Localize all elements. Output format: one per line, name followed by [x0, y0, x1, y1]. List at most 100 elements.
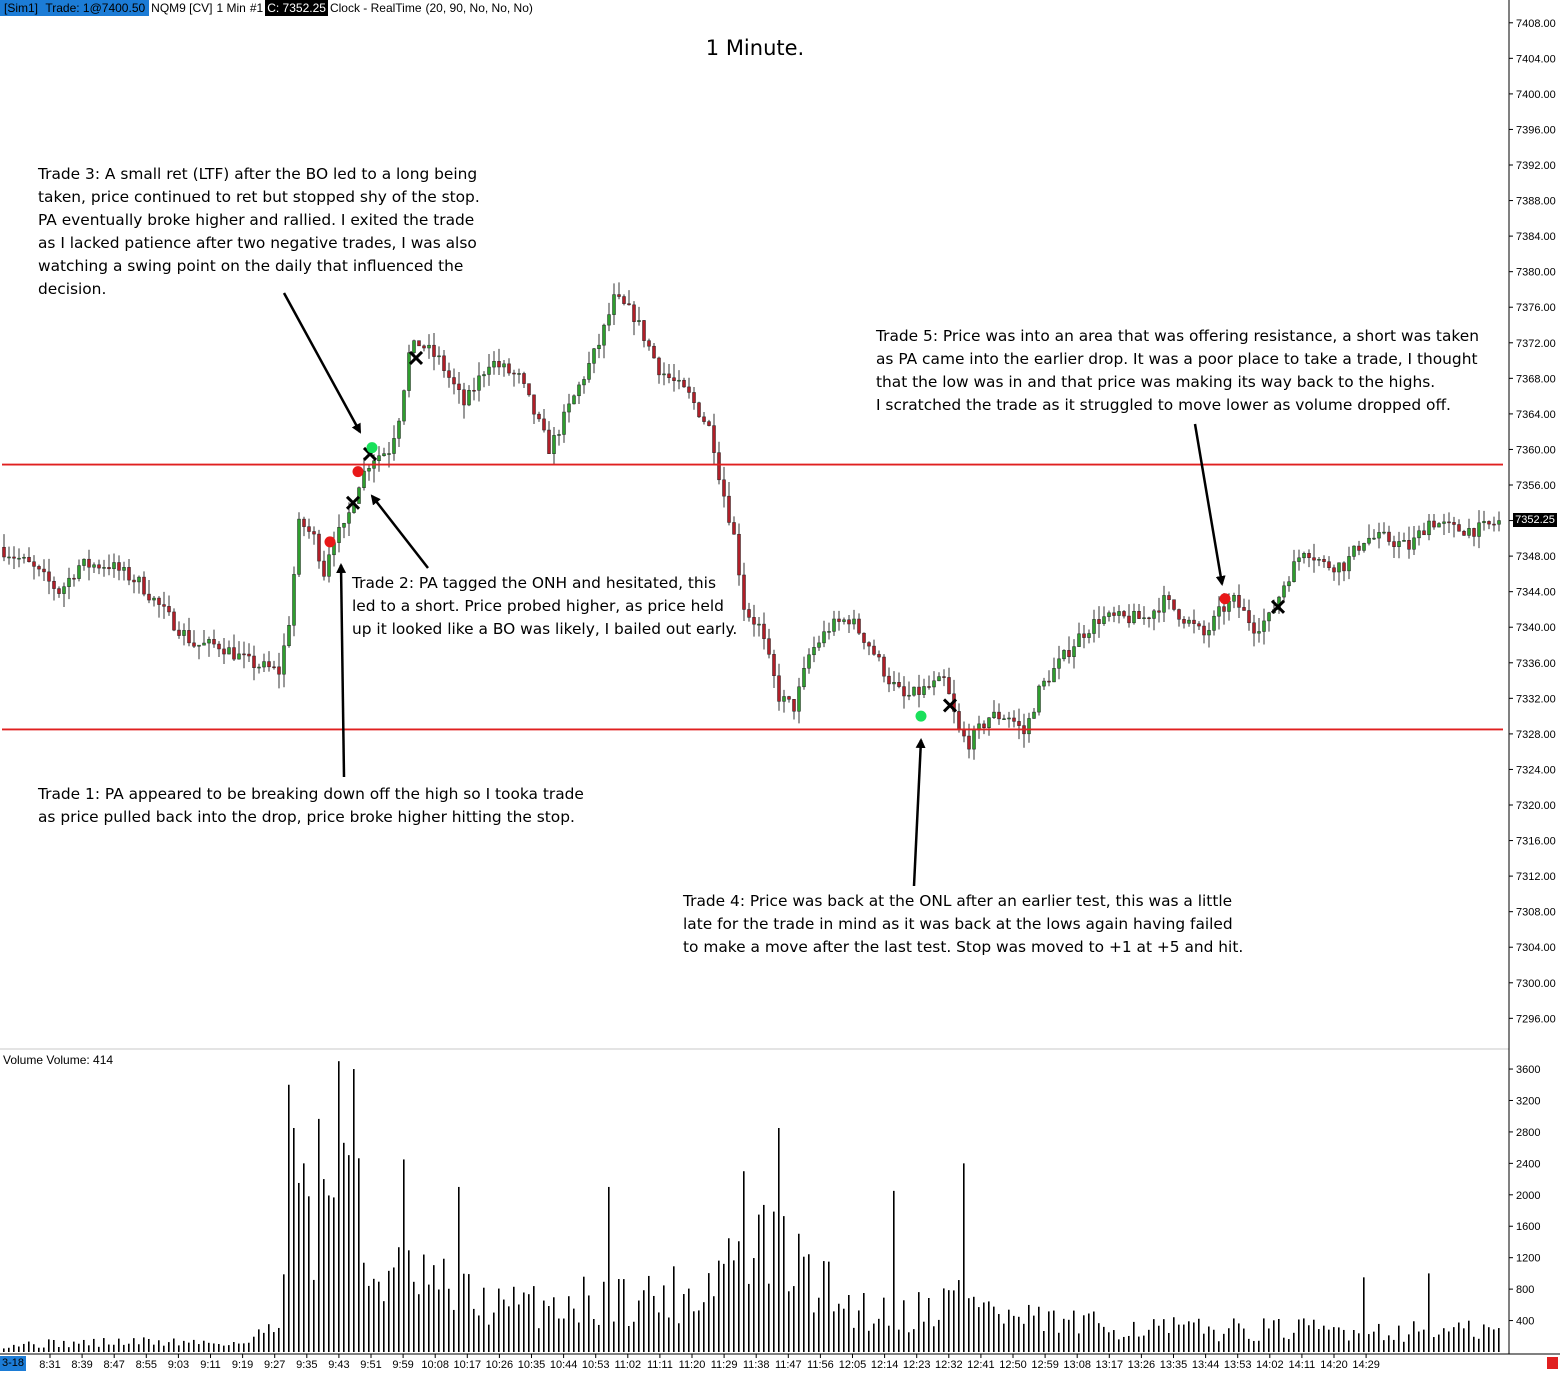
volume-bar — [18, 1346, 20, 1352]
candle — [272, 660, 276, 670]
candle — [742, 562, 746, 622]
volume-bar — [388, 1270, 390, 1352]
candle — [2, 534, 6, 562]
candle — [442, 350, 446, 378]
volume-bar — [213, 1343, 215, 1352]
volume-bar — [408, 1250, 410, 1352]
volume-bar — [1008, 1309, 1010, 1352]
volume-bar — [483, 1287, 485, 1352]
trade-markers — [324, 350, 1286, 722]
candle — [257, 663, 261, 674]
volume-bar — [428, 1284, 430, 1352]
candle — [957, 703, 961, 733]
volume-bar — [318, 1118, 320, 1352]
volume-bar — [613, 1321, 615, 1352]
candle — [52, 576, 56, 601]
candle — [1082, 625, 1086, 649]
volume-bar — [1438, 1334, 1440, 1352]
time-tick-label: 12:50 — [999, 1359, 1027, 1371]
volume-bar — [913, 1329, 915, 1352]
candle — [1377, 522, 1381, 549]
volume-bar — [643, 1290, 645, 1352]
candle — [167, 595, 171, 616]
note-line: Trade 1: PA appeared to be breaking down… — [38, 785, 584, 803]
candle — [1107, 610, 1111, 622]
note-line: to make a move after the last test. Stop… — [683, 938, 1244, 956]
candle — [532, 394, 536, 425]
volume-bar — [1068, 1319, 1070, 1352]
volume-bar — [778, 1127, 780, 1352]
index-label: #1 — [249, 1, 264, 15]
volume-bar — [823, 1261, 825, 1352]
note-line: I scratched the trade as it struggled to… — [876, 396, 1451, 414]
candle — [92, 562, 96, 573]
volume-bar — [678, 1323, 680, 1352]
price-tick-label: 7376.00 — [1516, 302, 1556, 314]
candle — [597, 333, 601, 359]
volume-bar — [23, 1343, 25, 1352]
candle — [1097, 606, 1101, 638]
candle — [447, 362, 451, 388]
volume-bar — [323, 1179, 325, 1352]
time-tick-label: 13:53 — [1224, 1359, 1252, 1371]
volume-bar — [1328, 1329, 1330, 1352]
volume-bar — [193, 1339, 195, 1352]
price-tick-label: 7300.00 — [1516, 978, 1556, 990]
candle — [152, 596, 156, 607]
volume-bar — [248, 1342, 250, 1352]
candle — [182, 623, 186, 646]
candle — [1287, 576, 1291, 592]
volume-bar — [68, 1347, 70, 1352]
time-tick-label: 12:59 — [1031, 1359, 1059, 1371]
candle — [337, 514, 341, 553]
volume-bar — [118, 1338, 120, 1352]
time-tick-label: 11:56 — [807, 1359, 834, 1371]
note-line: taken, price continued to ret but stoppe… — [38, 188, 480, 206]
candle — [1032, 708, 1036, 719]
price-tick-label: 7328.00 — [1516, 729, 1556, 741]
note-line: late for the trade in mind as it was bac… — [683, 915, 1233, 933]
candle — [197, 644, 201, 660]
candle — [292, 566, 296, 637]
volume-bar — [788, 1291, 790, 1352]
time-tick-label: 9:11 — [200, 1359, 221, 1371]
candle — [72, 574, 76, 587]
candle — [242, 641, 246, 669]
volume-bar — [968, 1298, 970, 1352]
candle — [302, 516, 306, 537]
volume-bar — [633, 1321, 635, 1352]
volume-bar — [523, 1292, 525, 1352]
arrow-trade-3 — [282, 292, 362, 434]
candle — [317, 529, 321, 569]
candle — [497, 348, 501, 376]
volume-bar — [183, 1340, 185, 1352]
candle — [812, 636, 816, 663]
volume-bar — [1123, 1336, 1125, 1352]
candle — [1092, 609, 1096, 643]
volume-bar — [453, 1309, 455, 1352]
candle — [707, 419, 711, 427]
candle — [397, 418, 401, 447]
candle — [992, 700, 996, 719]
time-tick-label: 10:53 — [582, 1359, 610, 1371]
candle — [1457, 519, 1461, 532]
candle — [702, 411, 706, 425]
volume-bar — [1168, 1332, 1170, 1352]
time-tick-label: 10:26 — [486, 1359, 514, 1371]
candle — [62, 582, 66, 607]
volume-bar — [168, 1342, 170, 1352]
volume-bar — [1433, 1337, 1435, 1352]
candle — [157, 596, 161, 618]
candle — [1292, 549, 1296, 583]
volume-bar — [683, 1294, 685, 1352]
candle — [1047, 670, 1051, 687]
candle — [17, 548, 21, 568]
volume-bar — [358, 1158, 360, 1352]
volume-bar — [1363, 1277, 1365, 1352]
price-tick-label: 7344.00 — [1516, 587, 1556, 599]
volume-bar — [1393, 1339, 1395, 1352]
price-tick-label: 7332.00 — [1516, 693, 1556, 705]
trade-entry-marker — [915, 710, 927, 722]
volume-bar — [973, 1296, 975, 1352]
volume-bar — [543, 1300, 545, 1352]
